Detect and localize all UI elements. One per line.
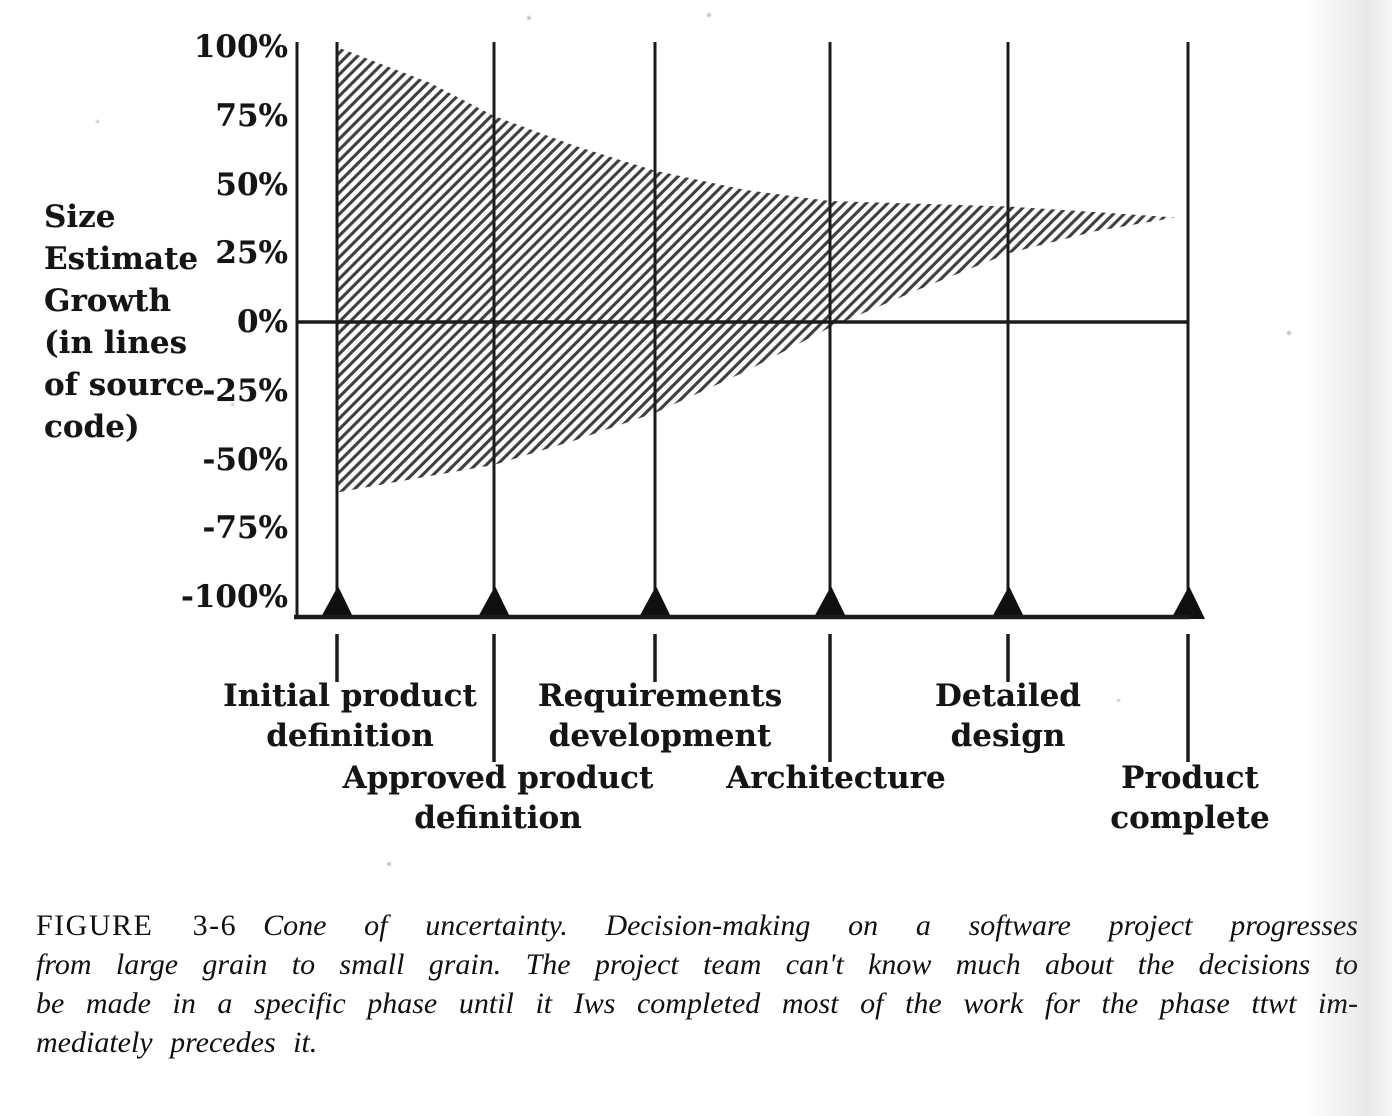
figure-number: FIGURE 3-6	[36, 909, 238, 942]
caption-line: FIGURE 3-6 Cone of uncertainty. Decision-…	[36, 906, 1358, 945]
y-tick-label: 25%	[215, 235, 288, 272]
milestone-label: Architecture	[726, 760, 946, 796]
y-tick-label: 75%	[215, 97, 288, 134]
y-axis-title-line: code)	[44, 409, 140, 445]
milestone-label: Requirements development	[537, 678, 783, 754]
milestone-marker-triangle	[477, 586, 511, 619]
milestone-label: Detailed design	[935, 678, 1081, 754]
caption-line: mediately precedes it.	[36, 1026, 318, 1059]
milestone-marker-triangle	[991, 586, 1025, 619]
y-axis-title-line: (in lines	[44, 325, 188, 361]
y-tick-label: -25%	[202, 372, 288, 409]
y-axis-title-line: of source	[44, 367, 205, 403]
uncertainty-cone-area	[337, 47, 1176, 493]
y-tick-label: 50%	[215, 166, 288, 203]
scan-speckle	[96, 120, 99, 123]
y-axis-title-line: Growth	[44, 283, 172, 319]
milestone-label: Product complete	[1110, 760, 1270, 836]
milestone-label: Initial product definition	[223, 678, 477, 754]
scan-speckle	[527, 16, 531, 20]
scan-speckle	[1117, 699, 1120, 702]
y-tick-label: 100%	[193, 29, 288, 65]
y-axis-title-line: Size	[44, 199, 116, 235]
caption-text: Cone of uncertainty. Decision-making on …	[263, 909, 1358, 942]
scan-speckle	[707, 13, 711, 17]
y-tick-label: -75%	[202, 510, 288, 547]
scan-speckle	[1287, 331, 1291, 335]
y-tick-label: -50%	[202, 441, 288, 478]
milestone-marker-triangle	[320, 586, 354, 619]
y-axis-title: Size Estimate Growth (in lines of source code…	[44, 196, 204, 448]
y-tick-label: 0%	[236, 304, 288, 340]
scan-speckle	[231, 403, 234, 406]
caption-line: from large grain to small grain. The pro…	[36, 948, 1358, 981]
y-axis-title-line: Estimate	[44, 241, 199, 277]
scan-speckle	[387, 862, 391, 866]
figure-caption: FIGURE 3-6 Cone of uncertainty. Decision-…	[36, 906, 1358, 1062]
milestone-marker-triangle	[813, 586, 847, 619]
caption-line: be made in a specific phase until it Iws…	[36, 987, 1358, 1020]
milestone-marker-triangle	[1171, 586, 1205, 619]
y-tick-label: -100%	[180, 579, 288, 615]
milestone-label: Approved product definition	[342, 760, 654, 836]
milestone-marker-triangle	[638, 586, 672, 619]
